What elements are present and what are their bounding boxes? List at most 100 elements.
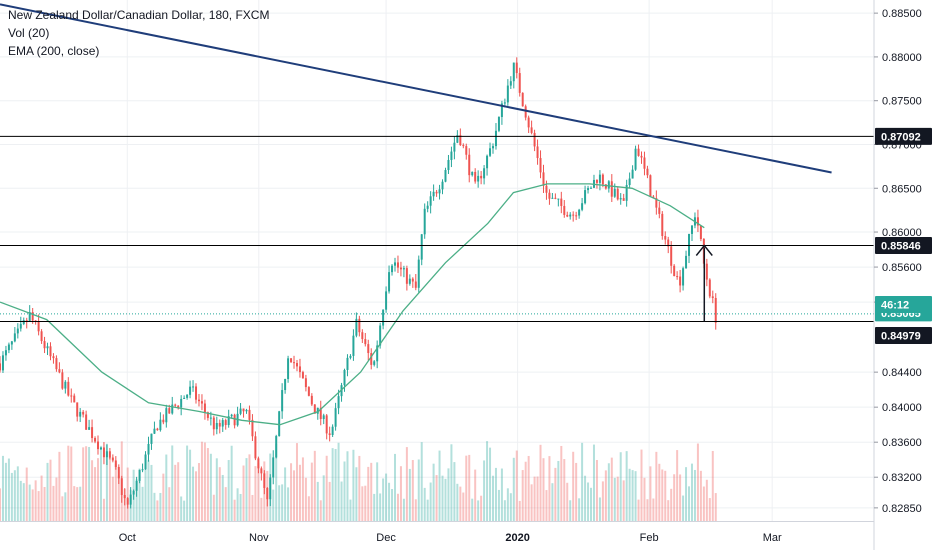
price-tick-label: 0.84400 — [882, 367, 922, 379]
volume-bar — [515, 450, 518, 521]
volume-bar — [503, 500, 506, 521]
volume-bar — [275, 444, 278, 521]
candle-body — [628, 178, 631, 186]
volume-bar — [1, 455, 4, 521]
time-tick-label: Mar — [763, 532, 782, 544]
candle-body — [607, 181, 610, 189]
candle-body — [200, 401, 203, 404]
volume-bar — [646, 499, 649, 521]
candle-body — [58, 369, 61, 373]
volume-bar — [233, 499, 236, 521]
candle-body — [477, 175, 480, 182]
volume-bar — [518, 500, 521, 521]
candle-body — [82, 411, 85, 415]
volume-bar — [610, 457, 613, 521]
volume-bar — [316, 481, 319, 521]
candle-body — [165, 408, 168, 423]
volume-bar — [447, 468, 450, 521]
volume-bar — [102, 498, 105, 521]
candle-body — [376, 345, 379, 362]
candle-body — [307, 387, 310, 396]
candle-body — [85, 414, 88, 430]
volume-bar — [480, 495, 483, 521]
candle-body — [260, 468, 263, 474]
overlays — [0, 3, 874, 426]
price-label-bg — [875, 326, 932, 344]
volume-bar — [670, 488, 673, 521]
candle-body — [4, 350, 7, 356]
volume-bar — [310, 462, 313, 521]
candle-body — [486, 155, 489, 169]
volume-bar — [637, 499, 640, 521]
volume-bar — [685, 467, 688, 521]
candle-body — [254, 436, 257, 459]
candle-body — [539, 158, 542, 173]
volume-bar — [426, 499, 429, 521]
candle-body — [405, 268, 408, 284]
candle-body — [462, 145, 465, 147]
price-label: 46:12 — [881, 299, 909, 311]
time-tick-label: Nov — [249, 532, 269, 544]
volume-bar — [239, 493, 242, 521]
volume-bar — [441, 475, 444, 521]
volume-bar — [156, 500, 159, 521]
candle-body — [227, 416, 230, 426]
volume-bar — [301, 457, 304, 521]
volume-bar — [117, 475, 120, 521]
arrow-head — [695, 244, 713, 256]
candle-body — [396, 262, 399, 268]
price-tick-label: 0.85600 — [882, 262, 922, 274]
candle-body — [37, 321, 40, 332]
candle-body — [129, 494, 132, 505]
candle-body — [343, 369, 346, 386]
volume-bar — [25, 467, 28, 521]
volume-bar — [141, 486, 144, 521]
candle-body — [441, 181, 444, 190]
volume-bar — [79, 486, 82, 521]
candle-body — [251, 419, 254, 437]
candle-body — [569, 214, 572, 217]
candle-body — [420, 234, 423, 260]
volume-bar — [307, 496, 310, 521]
candle-body — [278, 411, 281, 437]
volume-bar — [379, 493, 382, 521]
candle-body — [616, 188, 619, 200]
volume-bar — [251, 494, 254, 521]
volume-bar — [459, 486, 462, 521]
candle-body — [649, 175, 652, 197]
candle-body — [566, 214, 569, 217]
volume-bar — [183, 500, 186, 521]
volume-bar — [298, 464, 301, 521]
volume-bar — [399, 466, 402, 521]
volume-bar — [162, 473, 165, 521]
candle-body — [304, 378, 307, 388]
candle-body — [696, 217, 699, 226]
volume-bar — [373, 493, 376, 521]
candle-body — [471, 171, 474, 176]
volume-bar — [19, 480, 22, 521]
volume-bar — [221, 474, 224, 521]
volume-bar — [679, 474, 682, 521]
candle-body — [177, 405, 180, 408]
volume-bar — [257, 463, 260, 521]
volume-bar — [509, 493, 512, 521]
volume-bar — [272, 489, 275, 521]
volume-bar — [22, 483, 25, 521]
volume-bar — [708, 498, 711, 521]
candle-body — [91, 427, 94, 439]
candle-body — [242, 408, 245, 412]
volume-bar — [343, 461, 346, 521]
candle-body — [643, 157, 646, 169]
candle-body — [688, 233, 691, 256]
volume-bar — [165, 454, 168, 521]
candle-body — [352, 335, 355, 356]
volume-bar — [331, 448, 334, 521]
volume-bar — [420, 442, 423, 521]
candle-body — [13, 333, 16, 342]
volume-bar — [690, 463, 693, 521]
volume-bar — [144, 454, 147, 521]
volume-bar — [337, 442, 340, 521]
candle-body — [411, 278, 414, 282]
